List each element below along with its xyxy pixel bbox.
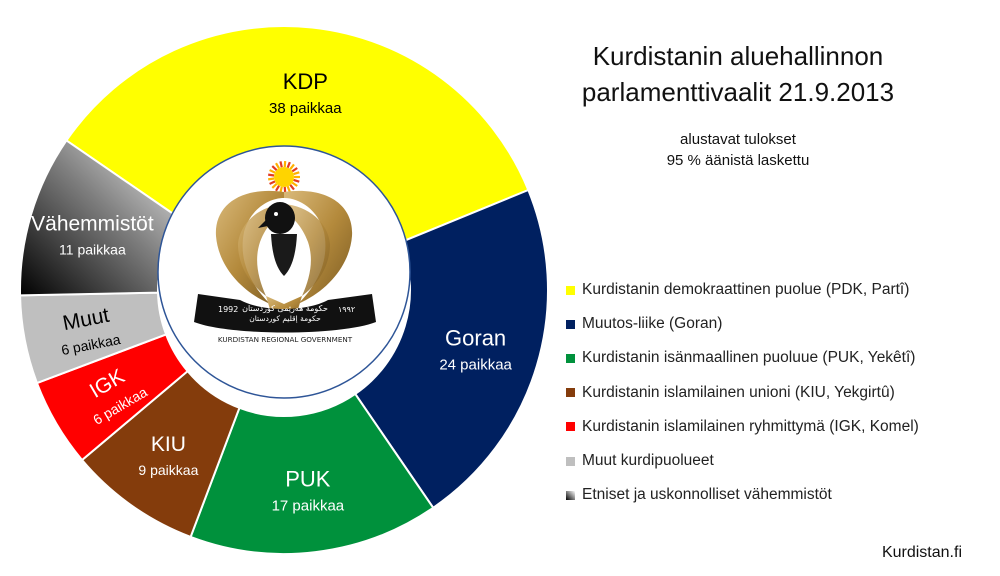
legend-label-kdp: Kurdistanin demokraattinen puolue (PDK, … <box>582 281 910 299</box>
chart-subtitle-line2: 95 % äänistä laskettu <box>666 152 810 169</box>
legend-label-goran: Muutos-liike (Goran) <box>582 315 723 333</box>
sun-icon <box>268 160 300 194</box>
slice-label-kdp: KDP 38 paikkaa <box>269 69 342 117</box>
source-credit: Kurdistan.fi <box>881 544 962 561</box>
eagle-head-icon <box>258 202 297 276</box>
slice-name-kiu: KIU <box>151 433 186 456</box>
chart-title-line2: parlamenttivaalit 21.9.2013 <box>581 77 895 107</box>
legend-swatch-igk <box>566 422 575 432</box>
chart-title-line1: Kurdistanin aluehallinnon <box>592 41 884 71</box>
legend-item-igk: Kurdistanin islamilainen ryhmittymä (IGK… <box>566 410 986 444</box>
slice-value-vahemmistot: 11 paikkaa <box>59 242 126 258</box>
legend-swatch-vahemmistot <box>566 490 575 500</box>
legend-label-vahemmistot: Etniset ja uskonnolliset vähemmistöt <box>582 486 832 504</box>
legend-label-puk: Kurdistanin isänmaallinen puoluue (PUK, … <box>582 349 916 367</box>
chart-subtitle: alustavat tulokset 95 % äänistä laskettu <box>548 129 928 171</box>
legend-swatch-muut <box>566 456 575 466</box>
slice-name-goran: Goran <box>445 325 506 350</box>
legend-item-goran: Muutos-liike (Goran) <box>566 307 986 341</box>
legend-label-igk: Kurdistanin islamilainen ryhmittymä (IGK… <box>582 417 919 435</box>
legend-item-muut: Muut kurdipuolueet <box>566 444 986 478</box>
legend-label-muut: Muut kurdipuolueet <box>582 452 714 470</box>
donut-chart: KDP 38 paikkaa Goran 24 paikkaa PUK 17 paikka… <box>19 25 549 555</box>
slice-value-kiu: 9 paikkaa <box>138 462 198 478</box>
emblem-text-mid: حكومة إقليم كوردستان <box>249 314 321 323</box>
emblem-banner: 1992 ١٩٩٢ حكومة هەرێمی كوردستان حكومة إق… <box>194 294 376 344</box>
emblem-text-top: حكومة هەرێمی كوردستان <box>242 304 328 313</box>
emblem-year-left: 1992 <box>218 305 238 314</box>
slice-goran <box>353 188 549 510</box>
legend-swatch-puk <box>566 353 575 363</box>
chart-legend: Kurdistanin demokraattinen puolue (PDK, … <box>566 273 986 512</box>
legend-swatch-kiu <box>566 388 575 398</box>
legend-swatch-kdp <box>566 285 575 295</box>
slice-name-puk: PUK <box>285 467 331 492</box>
legend-item-vahemmistot: Etniset ja uskonnolliset vähemmistöt <box>566 478 986 512</box>
slice-label-goran: Goran 24 paikkaa <box>439 325 512 373</box>
slice-value-puk: 17 paikkaa <box>272 498 345 515</box>
slice-value-kdp: 38 paikkaa <box>269 100 342 117</box>
donut-slices <box>19 25 549 555</box>
chart-subtitle-line1: alustavat tulokset <box>680 131 796 148</box>
krg-emblem: 1992 ١٩٩٢ حكومة هەرێمی كوردستان حكومة إق… <box>157 145 411 399</box>
legend-item-kiu: Kurdistanin islamilainen unioni (KIU, Ye… <box>566 376 986 410</box>
legend-label-kiu: Kurdistanin islamilainen unioni (KIU, Ye… <box>582 383 895 401</box>
emblem-year-right: ١٩٩٢ <box>338 305 355 314</box>
slice-name-vahemmistot: Vähemmistöt <box>31 213 154 236</box>
slice-name-kdp: KDP <box>283 69 328 94</box>
slice-label-vahemmistot: Vähemmistöt 11 paikkaa <box>31 213 154 258</box>
slice-puk <box>189 392 435 555</box>
slice-value-goran: 24 paikkaa <box>439 356 512 373</box>
slice-label-kiu: KIU 9 paikkaa <box>138 433 198 478</box>
emblem-text-bottom: KURDISTAN REGIONAL GOVERNMENT <box>218 335 353 344</box>
legend-item-puk: Kurdistanin isänmaallinen puoluue (PUK, … <box>566 341 986 375</box>
legend-swatch-goran <box>566 319 575 329</box>
legend-item-kdp: Kurdistanin demokraattinen puolue (PDK, … <box>566 273 986 307</box>
chart-title: Kurdistanin aluehallinnon parlamenttivaa… <box>548 38 928 110</box>
slice-label-puk: PUK 17 paikkaa <box>272 467 345 515</box>
